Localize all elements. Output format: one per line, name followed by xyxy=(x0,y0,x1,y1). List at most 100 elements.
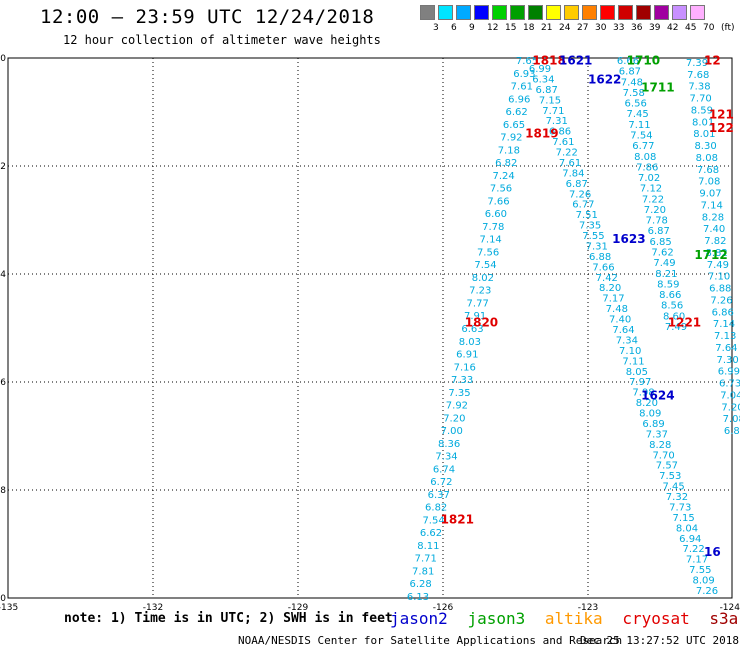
pass-time-label: 1818 xyxy=(532,54,565,68)
pass-time-label: 16 xyxy=(704,545,721,559)
wave-height-label: 8.04 xyxy=(676,523,698,534)
wave-height-label: 7.49 xyxy=(653,258,675,269)
y-tick-label: -10 xyxy=(0,594,6,604)
wave-height-label: 7.12 xyxy=(640,184,662,195)
wave-height-label: 7.30 xyxy=(717,355,739,366)
wave-height-label: 7.53 xyxy=(659,471,681,482)
wave-height-label: 6.82 xyxy=(425,503,447,514)
wave-height-label: 8.02 xyxy=(472,273,494,284)
wave-height-label: 6.93 xyxy=(513,69,535,80)
wave-height-label: 6.62 xyxy=(505,107,527,118)
wave-height-label: 6.37 xyxy=(428,490,450,501)
color-scale-swatch xyxy=(600,5,615,20)
satellite-label-jason2: jason2 xyxy=(390,609,448,628)
pass-time-label: 1710 xyxy=(627,54,660,68)
wave-height-label: 8.59 xyxy=(691,105,713,116)
wave-height-label: 6.74 xyxy=(433,464,455,475)
satellite-label-cryosat: cryosat xyxy=(622,609,690,628)
wave-height-label: 7.78 xyxy=(646,216,668,227)
x-tick-label: -124 xyxy=(720,603,740,613)
wave-height-label: 7.61 xyxy=(511,82,533,93)
satellite-label-altika: altika xyxy=(544,609,603,628)
color-scale-label: 36 xyxy=(631,23,643,33)
wave-height-label: 6.87 xyxy=(619,67,641,78)
wave-height-label: 7.56 xyxy=(490,184,512,195)
wave-height-label: 8.20 xyxy=(599,283,621,294)
wave-height-label: 8.36 xyxy=(438,439,460,450)
wave-height-label: 6.87 xyxy=(648,226,670,237)
pass-time-label: 1623 xyxy=(612,232,645,246)
pass-time-label: 1221 xyxy=(668,316,701,330)
wave-height-label: 8.01 xyxy=(693,129,715,140)
wave-height-label: 7.20 xyxy=(721,402,740,413)
color-scale-swatch xyxy=(546,5,561,20)
wave-height-label: 7.10 xyxy=(619,346,641,357)
wave-height-label: 7.26 xyxy=(569,189,591,200)
wave-height-label: 7.62 xyxy=(651,248,673,259)
wave-height-label: 6.99 xyxy=(529,64,551,75)
wave-height-label: 7.26 xyxy=(696,586,718,597)
wave-height-label: 7.48 xyxy=(621,77,643,88)
wave-height-label: 7.84 xyxy=(562,168,584,179)
color-scale-label: 9 xyxy=(469,23,475,33)
wave-height-label: 6.60 xyxy=(485,209,507,220)
chart-subtitle: 12 hour collection of altimeter wave hei… xyxy=(63,33,381,47)
pass-time-label: 121 xyxy=(709,108,734,122)
wave-height-label: 8.20 xyxy=(636,398,658,409)
color-scale-swatch xyxy=(564,5,579,20)
color-scale-label: 12 xyxy=(487,23,499,33)
wave-height-label: 8.60 xyxy=(663,311,685,322)
color-scale-label: 21 xyxy=(541,23,553,33)
wave-height-label: 7.81 xyxy=(412,566,434,577)
wave-height-label: 7.71 xyxy=(415,554,437,565)
color-scale-label: 39 xyxy=(649,23,661,33)
wave-height-label: 7.45 xyxy=(662,482,684,493)
wave-height-label: 7.34 xyxy=(616,335,638,346)
footer-timestamp: Dec 25 13:27:52 UTC 2018 xyxy=(580,634,739,647)
chart-title: 12:00 – 23:59 UTC 12/24/2018 xyxy=(40,6,375,28)
color-scale-swatch xyxy=(690,5,705,20)
pass-time-label: 1621 xyxy=(559,54,592,68)
wave-height-label: 7.54 xyxy=(422,515,444,526)
wave-height-label: 6.73 xyxy=(719,379,740,390)
wave-height-label: 6.85 xyxy=(650,237,672,248)
wave-height-label: 6.86 xyxy=(549,127,571,138)
wave-height-label: 8.01 xyxy=(692,117,714,128)
color-scale-label: 45 xyxy=(685,23,697,33)
wave-height-label: 7.20 xyxy=(644,205,666,216)
wave-height-label: 7.20 xyxy=(443,413,465,424)
wave-height-label: 6.77 xyxy=(632,141,654,152)
wave-height-label: 8.30 xyxy=(694,141,716,152)
wave-height-label: 8.28 xyxy=(649,440,671,451)
wave-height-label: 7.00 xyxy=(441,426,463,437)
wave-height-label: 7.49 xyxy=(665,322,687,333)
wave-height-label: 7.16 xyxy=(454,362,476,373)
wave-height-label: 8.11 xyxy=(417,541,439,552)
wave-height-label: 7.98 xyxy=(632,388,654,399)
wave-height-label: 8.28 xyxy=(702,212,724,223)
wave-height-label: 7.26 xyxy=(710,295,732,306)
wave-height-label: 7.17 xyxy=(686,555,708,566)
wave-height-label: 7.82 xyxy=(704,236,726,247)
footer-credit: NOAA/NESDIS Center for Satellite Applica… xyxy=(238,634,623,647)
x-tick-label: -135 xyxy=(0,603,18,613)
y-tick-label: -2 xyxy=(0,162,6,172)
color-scale-swatch xyxy=(510,5,525,20)
x-tick-label: -132 xyxy=(143,603,163,613)
wave-height-label: 7.91 xyxy=(464,311,486,322)
color-scale-swatch xyxy=(492,5,507,20)
wave-height-label: 7.35 xyxy=(448,388,470,399)
wave-height-label: 7.22 xyxy=(642,194,664,205)
pass-time-label: 1819 xyxy=(525,127,558,141)
footer-note: note: 1) Time is in UTC; 2) SWH is in fe… xyxy=(64,611,393,626)
color-scale-label: 42 xyxy=(667,23,679,33)
wave-height-label: 7.31 xyxy=(546,116,568,127)
wave-height-label: 7.14 xyxy=(701,200,723,211)
color-scale-label: 70 xyxy=(703,23,715,33)
wave-height-label: 8.66 xyxy=(659,290,681,301)
y-tick-label: 0 xyxy=(0,54,6,64)
wave-height-label: 7.40 xyxy=(609,315,631,326)
color-scale-swatch xyxy=(420,5,435,20)
color-scale-swatch xyxy=(672,5,687,20)
wave-height-label: 7.17 xyxy=(602,294,624,305)
